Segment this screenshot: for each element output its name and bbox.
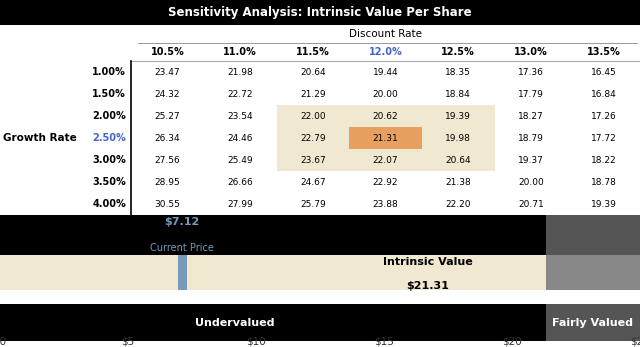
- Text: 19.44: 19.44: [372, 68, 399, 77]
- Text: 24.67: 24.67: [300, 178, 326, 187]
- Text: 18.35: 18.35: [445, 68, 471, 77]
- Text: 21.29: 21.29: [300, 90, 326, 99]
- Text: 25.49: 25.49: [227, 155, 253, 164]
- Text: $21.31: $21.31: [406, 281, 449, 291]
- Text: Undervalued: Undervalued: [195, 318, 274, 328]
- Text: 23.47: 23.47: [155, 68, 180, 77]
- Text: 17.36: 17.36: [518, 68, 544, 77]
- Bar: [276, 105, 349, 127]
- Text: $25: $25: [630, 337, 640, 347]
- Text: 26.34: 26.34: [155, 134, 180, 143]
- Bar: [545, 215, 640, 255]
- Bar: [422, 149, 495, 171]
- Text: 12.0%: 12.0%: [369, 47, 403, 57]
- Text: 21.98: 21.98: [227, 68, 253, 77]
- Text: 4.00%: 4.00%: [92, 199, 126, 209]
- Text: 18.27: 18.27: [518, 112, 544, 121]
- Text: 1.50%: 1.50%: [92, 89, 126, 99]
- Text: 17.72: 17.72: [591, 134, 616, 143]
- Bar: [276, 127, 349, 149]
- Text: 17.79: 17.79: [518, 90, 544, 99]
- Text: 19.98: 19.98: [445, 134, 471, 143]
- Text: 19.37: 19.37: [518, 155, 544, 164]
- Text: 17.26: 17.26: [591, 112, 616, 121]
- Text: Current Price: Current Price: [150, 243, 214, 253]
- Bar: [545, 304, 640, 341]
- Text: 18.78: 18.78: [591, 178, 616, 187]
- Text: 27.56: 27.56: [155, 155, 180, 164]
- Text: Fairly Valued: Fairly Valued: [552, 318, 633, 328]
- Text: 16.45: 16.45: [591, 68, 616, 77]
- Text: 20.64: 20.64: [445, 155, 471, 164]
- Text: 25.79: 25.79: [300, 200, 326, 209]
- Text: 20.62: 20.62: [372, 112, 399, 121]
- Text: 16.84: 16.84: [591, 90, 616, 99]
- Text: 22.72: 22.72: [227, 90, 253, 99]
- Text: 24.32: 24.32: [155, 90, 180, 99]
- Text: 18.22: 18.22: [591, 155, 616, 164]
- Bar: [349, 105, 422, 127]
- Text: 13.5%: 13.5%: [587, 47, 621, 57]
- Bar: [422, 127, 495, 149]
- Text: 3.00%: 3.00%: [92, 155, 126, 165]
- Text: 22.20: 22.20: [445, 200, 471, 209]
- Text: Discount Rate: Discount Rate: [349, 29, 422, 39]
- Text: 25.27: 25.27: [155, 112, 180, 121]
- Text: 20.71: 20.71: [518, 200, 544, 209]
- Text: 21.31: 21.31: [372, 134, 399, 143]
- Bar: [0, 255, 545, 290]
- Text: Growth Rate: Growth Rate: [3, 133, 77, 143]
- Text: 28.95: 28.95: [155, 178, 180, 187]
- Text: $7.12: $7.12: [164, 217, 200, 227]
- Text: 22.79: 22.79: [300, 134, 326, 143]
- Text: 20.64: 20.64: [300, 68, 326, 77]
- Text: 26.66: 26.66: [227, 178, 253, 187]
- Text: 1.00%: 1.00%: [92, 67, 126, 77]
- Bar: [0, 215, 545, 255]
- Text: 23.54: 23.54: [227, 112, 253, 121]
- Bar: [178, 255, 187, 290]
- Text: $5: $5: [122, 337, 134, 347]
- Text: $0: $0: [0, 337, 6, 347]
- Text: 22.00: 22.00: [300, 112, 326, 121]
- Bar: [0, 0, 640, 25]
- Text: 12.5%: 12.5%: [442, 47, 475, 57]
- Text: 27.99: 27.99: [227, 200, 253, 209]
- Text: 19.39: 19.39: [591, 200, 616, 209]
- Text: $10: $10: [246, 337, 266, 347]
- Bar: [349, 127, 422, 149]
- Text: 10.5%: 10.5%: [150, 47, 184, 57]
- Text: $15: $15: [374, 337, 394, 347]
- Text: 30.55: 30.55: [155, 200, 180, 209]
- Text: Intrinsic Value: Intrinsic Value: [383, 257, 473, 267]
- Text: 19.39: 19.39: [445, 112, 471, 121]
- Text: 20.00: 20.00: [518, 178, 544, 187]
- Text: $20: $20: [502, 337, 522, 347]
- Text: 11.5%: 11.5%: [296, 47, 330, 57]
- Bar: [276, 149, 349, 171]
- Text: 13.0%: 13.0%: [514, 47, 548, 57]
- Text: 2.00%: 2.00%: [92, 111, 126, 121]
- Text: 23.67: 23.67: [300, 155, 326, 164]
- Text: 20.00: 20.00: [372, 90, 399, 99]
- Text: Sensitivity Analysis: Intrinsic Value Per Share: Sensitivity Analysis: Intrinsic Value Pe…: [168, 6, 472, 19]
- Text: 24.46: 24.46: [227, 134, 253, 143]
- Text: 11.0%: 11.0%: [223, 47, 257, 57]
- Text: 22.07: 22.07: [372, 155, 399, 164]
- Text: 21.38: 21.38: [445, 178, 471, 187]
- Text: 23.88: 23.88: [372, 200, 399, 209]
- Bar: [349, 149, 422, 171]
- Text: 22.92: 22.92: [373, 178, 398, 187]
- Text: 3.50%: 3.50%: [92, 177, 126, 187]
- Text: 18.79: 18.79: [518, 134, 544, 143]
- Bar: [422, 105, 495, 127]
- Text: 2.50%: 2.50%: [92, 133, 126, 143]
- Bar: [0, 304, 545, 341]
- Text: 18.84: 18.84: [445, 90, 471, 99]
- Bar: [545, 255, 640, 290]
